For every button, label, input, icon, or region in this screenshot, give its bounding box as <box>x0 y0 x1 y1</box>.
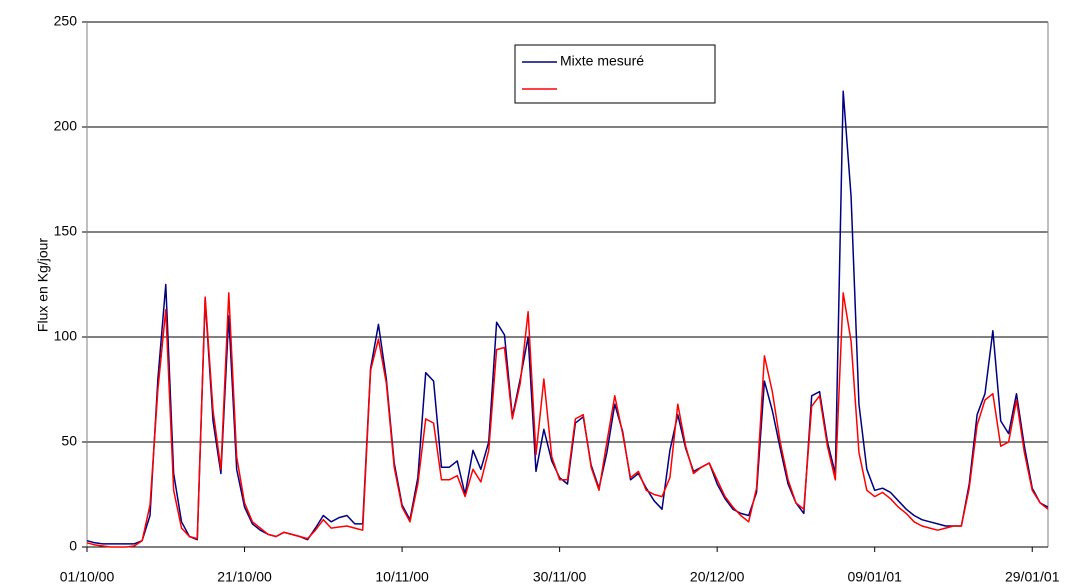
x-tick-label: 10/11/00 <box>375 569 429 585</box>
x-tick-label: 29/01/01 <box>1005 569 1060 585</box>
y-axis-title: Flux en Kg/jour <box>35 238 51 332</box>
y-tick-label: 0 <box>69 538 77 554</box>
y-tick-label: 50 <box>61 433 77 449</box>
x-tick-label: 09/01/01 <box>847 569 902 585</box>
x-tick-label: 01/10/00 <box>60 569 115 585</box>
y-tick-label: 100 <box>54 328 78 344</box>
x-tick-label: 30/11/00 <box>533 569 587 585</box>
data-line <box>86 292 1049 548</box>
y-tick-label: 250 <box>54 13 78 29</box>
y-tick-label: 150 <box>54 223 78 239</box>
data-line <box>86 90 1049 545</box>
legend-label: Mixte mesuré <box>560 53 644 69</box>
legend-box <box>514 44 716 104</box>
y-tick-label: 200 <box>54 118 78 134</box>
x-tick-label: 20/12/00 <box>690 569 745 585</box>
x-tick-label: 21/10/00 <box>217 569 272 585</box>
